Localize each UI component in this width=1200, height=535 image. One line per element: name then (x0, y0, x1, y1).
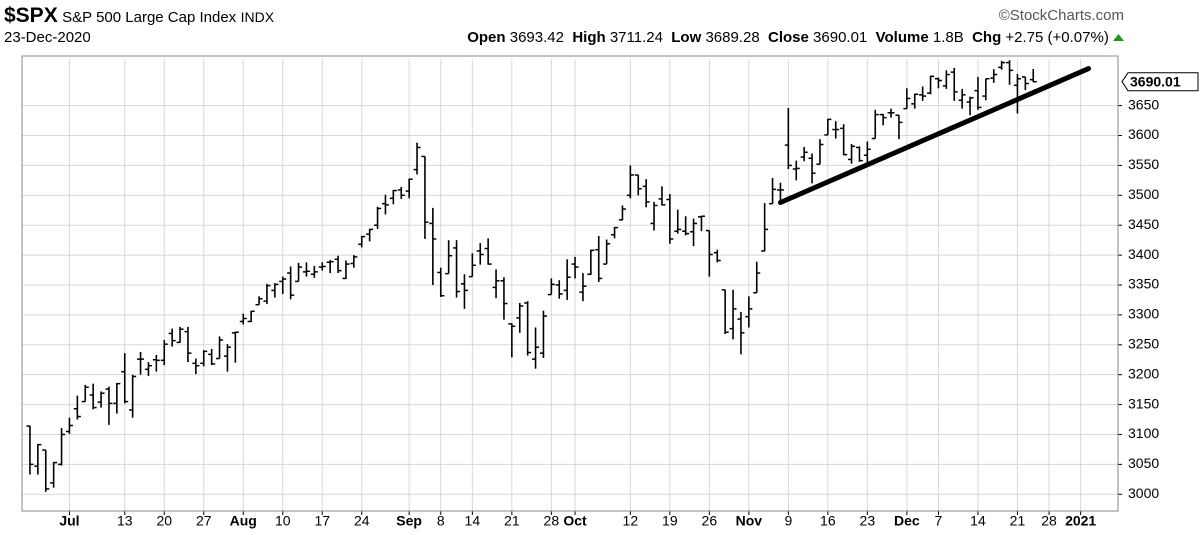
label: Volume (875, 29, 929, 46)
exchange: INDX (240, 9, 275, 25)
y-tick-label: 3350 (1128, 276, 1159, 292)
trendline (777, 66, 1092, 205)
x-tick-label: 17 (314, 513, 330, 529)
x-tick-label: 19 (662, 513, 678, 529)
price-tag (1121, 72, 1199, 92)
y-tick-label: 3250 (1128, 335, 1159, 351)
x-tick-label: 2021 (1065, 513, 1096, 529)
y-tick-label: 3150 (1128, 395, 1159, 411)
date: 23-Dec-2020 (4, 29, 91, 46)
y-tick-label: 3200 (1128, 365, 1159, 381)
index-name: S&P 500 Large Cap Index (62, 9, 237, 26)
y-tick-label: 3500 (1128, 186, 1159, 202)
y-tick-label: 3050 (1128, 455, 1159, 471)
x-tick-label: Nov (736, 513, 763, 529)
quote-row: Open 3693.42 High 3711.24 Low 3689.28 Cl… (467, 29, 1124, 46)
plot-frame (21, 55, 1119, 512)
value: 3689.28 (705, 29, 760, 46)
x-tick-label: 9 (784, 513, 792, 529)
y-tick-label: 3550 (1128, 156, 1159, 172)
symbol: $SPX (4, 4, 58, 27)
x-tick-label: 21 (1010, 513, 1026, 529)
x-tick-label: 16 (820, 513, 836, 529)
up-arrow (1113, 34, 1124, 41)
label: Low (671, 29, 702, 46)
x-tick-label: Jul (59, 513, 79, 529)
label: Chg (972, 29, 1002, 46)
value: 1.8B (932, 29, 964, 46)
x-tick-label: 28 (1041, 513, 1057, 529)
x-tick-label: 12 (623, 513, 639, 529)
y-tick-label: 3450 (1128, 216, 1159, 232)
x-tick-label: 8 (437, 513, 445, 529)
y-tick-label: 3300 (1128, 306, 1159, 322)
x-tick-label: 20 (156, 513, 172, 529)
x-tick-label: 24 (354, 513, 370, 529)
x-tick-label: 14 (970, 513, 986, 529)
source: ©StockCharts.com (998, 7, 1124, 24)
title-row: $SPX S&P 500 Large Cap Index INDX (4, 4, 274, 28)
x-tick-label: Aug (230, 513, 257, 529)
x-tick-label: Sep (396, 513, 422, 529)
y-tick-label: 3650 (1128, 96, 1159, 112)
x-tick-label: 14 (465, 513, 481, 529)
y-tick-label: 3000 (1128, 485, 1159, 501)
y-tick-label: 3100 (1128, 425, 1159, 441)
x-tick-label: 26 (702, 513, 718, 529)
price-tag-label: 3690.01 (1130, 73, 1181, 89)
x-tick-label: Oct (563, 513, 587, 529)
x-tick-label: 23 (860, 513, 876, 529)
value: 3711.24 (609, 29, 663, 46)
y-tick-label: 3600 (1128, 126, 1159, 142)
y-tick-label: 3400 (1128, 246, 1159, 262)
x-tick-label: 21 (504, 513, 520, 529)
x-tick-label: 10 (275, 513, 291, 529)
x-tick-label: 7 (935, 513, 943, 529)
x-tick-label: Dec (894, 513, 920, 529)
x-tick-label: 13 (117, 513, 133, 529)
value: 3693.42 (509, 29, 564, 46)
x-tick-label: 28 (544, 513, 560, 529)
label: Open (467, 29, 506, 46)
label: High (572, 29, 606, 46)
value: +2.75 (+0.07%) (1005, 29, 1109, 46)
value: 3690.01 (813, 29, 868, 46)
x-tick-label: 27 (196, 513, 212, 529)
label: Close (768, 29, 809, 46)
